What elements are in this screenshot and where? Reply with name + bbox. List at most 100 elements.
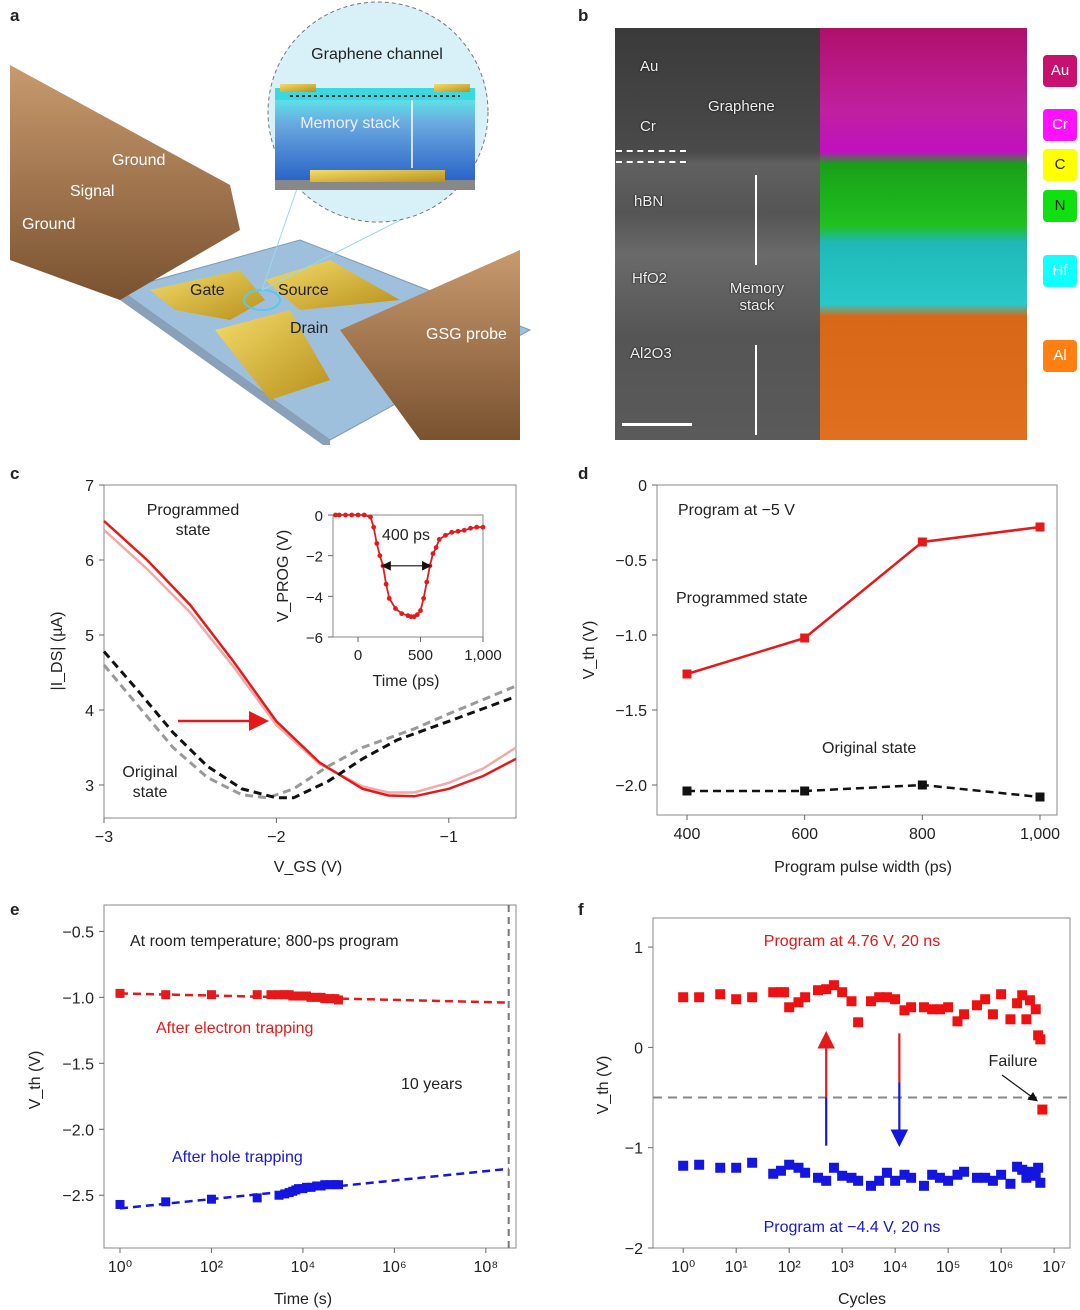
plot-frame bbox=[656, 484, 1058, 816]
y-tick-label: −2.0 bbox=[615, 778, 647, 795]
data-point bbox=[881, 992, 892, 1003]
data-point bbox=[1037, 1104, 1048, 1115]
data-point bbox=[355, 512, 361, 518]
x-tick-label: 10¹ bbox=[725, 1259, 748, 1276]
data-point bbox=[943, 1002, 954, 1013]
data-point bbox=[918, 1002, 929, 1013]
x-tick-label: 10⁶ bbox=[382, 1259, 406, 1276]
plot-frame bbox=[332, 514, 484, 638]
axis-label: Program pulse width (ps) bbox=[774, 859, 952, 876]
x-tick-label: −2 bbox=[267, 829, 285, 846]
data-point bbox=[800, 1167, 811, 1178]
data-point bbox=[906, 1172, 917, 1183]
data-point bbox=[952, 1016, 963, 1027]
data-point bbox=[1024, 995, 1035, 1006]
data-point bbox=[828, 1162, 839, 1173]
data-point bbox=[971, 1000, 982, 1011]
annotation: After electron trapping bbox=[156, 1020, 313, 1037]
data-point bbox=[890, 1175, 901, 1186]
data-point bbox=[731, 994, 742, 1005]
data-point bbox=[906, 1002, 917, 1013]
series-line bbox=[103, 520, 517, 798]
memory-stack-label: Memory stack bbox=[300, 115, 401, 132]
y-tick-label: −0.5 bbox=[62, 924, 94, 941]
x-tick-label: −3 bbox=[95, 829, 113, 846]
data-point bbox=[333, 512, 338, 518]
data-point bbox=[934, 1004, 945, 1015]
data-point bbox=[846, 1172, 857, 1183]
x-tick-label: 500 bbox=[408, 647, 433, 664]
data-point bbox=[996, 989, 1007, 1000]
source-label: Source bbox=[278, 282, 329, 299]
data-point bbox=[784, 1002, 795, 1013]
data-point bbox=[971, 1172, 982, 1183]
data-point bbox=[980, 1172, 991, 1183]
data-point bbox=[161, 990, 171, 1000]
data-point bbox=[747, 1157, 758, 1168]
y-tick-label: −1.0 bbox=[62, 990, 94, 1007]
data-point bbox=[943, 1175, 954, 1186]
annotation: After hole trapping bbox=[172, 1149, 303, 1166]
panel-label-b: b bbox=[578, 6, 589, 25]
x-tick-label: 10⁴ bbox=[883, 1259, 908, 1276]
data-point bbox=[368, 514, 373, 520]
data-point bbox=[837, 1170, 848, 1181]
data-point bbox=[1035, 1034, 1046, 1045]
panel-label-d: d bbox=[578, 464, 589, 483]
data-point bbox=[1024, 1166, 1035, 1177]
data-point bbox=[927, 1004, 938, 1015]
annotation: state bbox=[133, 784, 168, 801]
data-point bbox=[1030, 1004, 1041, 1015]
data-point bbox=[853, 1175, 864, 1186]
data-point bbox=[1035, 522, 1045, 532]
axis-label: V_th (V) bbox=[581, 621, 598, 680]
annotation: Original bbox=[122, 764, 177, 781]
data-point bbox=[320, 994, 330, 1004]
data-point bbox=[274, 1190, 284, 1200]
annotation: Programmed state bbox=[676, 590, 808, 607]
data-point bbox=[252, 990, 262, 1000]
data-point bbox=[206, 990, 216, 1000]
data-point bbox=[747, 992, 758, 1003]
data-point bbox=[694, 992, 705, 1003]
data-point bbox=[377, 553, 383, 559]
data-point bbox=[383, 581, 389, 587]
panel-label-f: f bbox=[578, 900, 584, 919]
data-point bbox=[996, 1169, 1007, 1180]
series-line bbox=[102, 650, 517, 800]
annotation: Failure bbox=[989, 1053, 1038, 1070]
data-point bbox=[874, 1175, 885, 1186]
annotation: Original state bbox=[822, 740, 916, 757]
data-point bbox=[414, 612, 420, 618]
eds-map bbox=[820, 28, 1027, 440]
tem-label-cr: Cr bbox=[640, 118, 656, 135]
data-point bbox=[1030, 1170, 1041, 1181]
gate-pad bbox=[150, 270, 265, 320]
data-point bbox=[917, 780, 927, 790]
data-point bbox=[374, 541, 380, 546]
data-point bbox=[1005, 1178, 1016, 1189]
plot-frame bbox=[652, 917, 1071, 1249]
tem-label-au: Au bbox=[640, 58, 659, 75]
annotation: At room temperature; 800-ps program bbox=[130, 933, 399, 950]
y-tick-label: 6 bbox=[85, 553, 94, 570]
data-point bbox=[430, 551, 436, 557]
y-tick-label: −2.5 bbox=[62, 1188, 94, 1205]
series-line bbox=[687, 783, 1041, 799]
chart-c-inset: 0 500 1,000 0 −2 −4 −6 400 ps Time (ps) V_PROG (V… bbox=[275, 508, 502, 690]
x-tick-label: 10⁴ bbox=[291, 1259, 316, 1276]
data-point bbox=[865, 1180, 876, 1191]
axis-label: |I_DS| (µA) bbox=[49, 612, 66, 691]
annotation: state bbox=[176, 522, 211, 539]
data-point bbox=[421, 595, 427, 601]
drain-pad bbox=[215, 310, 330, 400]
legend-c: C bbox=[1043, 149, 1077, 181]
data-point bbox=[874, 992, 885, 1003]
data-point bbox=[1021, 1172, 1032, 1183]
annotation: Program at −4.4 V, 20 ns bbox=[764, 1219, 941, 1236]
data-point bbox=[161, 1197, 171, 1207]
data-point bbox=[399, 611, 405, 617]
data-point bbox=[987, 1009, 998, 1020]
y-tick-label: −2 bbox=[625, 1241, 643, 1258]
